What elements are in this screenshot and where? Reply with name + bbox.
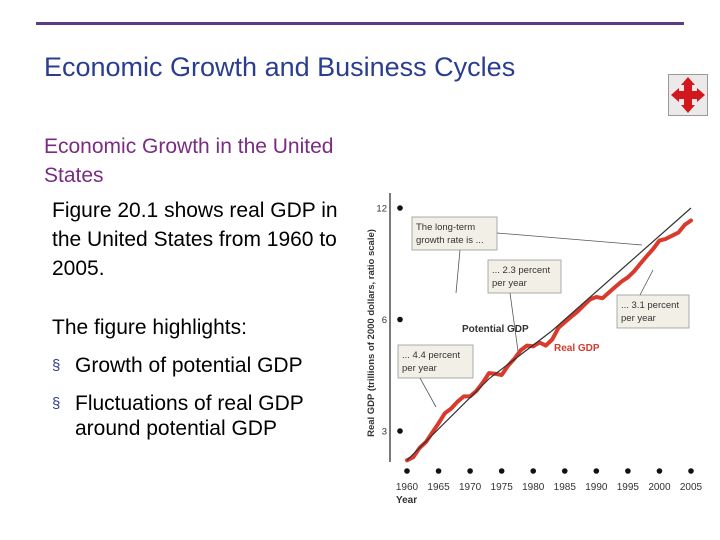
x-tick-dot	[593, 468, 600, 474]
x-tick-dot	[467, 468, 473, 474]
x-tick-label: 1995	[617, 482, 640, 493]
slide-title: Economic Growth and Business Cycles	[44, 52, 516, 82]
x-tick-label: 1970	[459, 482, 482, 493]
x-tick-dot	[688, 468, 694, 474]
callout-long-term: The long-term growth rate is ...	[411, 216, 498, 251]
callout-long-term-line1: The long-term	[416, 222, 475, 233]
title-rule	[36, 22, 684, 25]
bullet-text: Growth of potential GDP	[75, 354, 303, 377]
bullet-item: § Growth of potential GDP	[52, 353, 352, 378]
callout-2-3-percent: ... 2.3 percent per year	[487, 259, 562, 294]
bullet-square-icon: §	[52, 357, 61, 374]
subheading: Economic Growth in the United States	[44, 135, 334, 187]
callout-2-3-line1: ... 2.3 percent	[492, 265, 550, 276]
x-tick-label: 1965	[427, 482, 450, 493]
x-tick-dot	[498, 468, 505, 474]
x-tick-dot	[435, 468, 442, 474]
highlights-intro: The figure highlights:	[52, 316, 247, 339]
series-label-potential-gdp: Potential GDP	[462, 324, 529, 335]
potential-gdp-line	[406, 207, 692, 461]
figure-description: Figure 20.1 shows real GDP in the United…	[52, 199, 338, 280]
y-tick-dot	[397, 205, 403, 211]
x-tick-dot	[404, 468, 410, 474]
bullet-square-icon: §	[52, 395, 61, 412]
callout-3-1-line1: ... 3.1 percent	[621, 300, 679, 311]
y-tick-label: 6	[382, 315, 387, 326]
x-tick-label: 2005	[680, 482, 703, 493]
y-tick-label: 3	[382, 427, 387, 438]
x-tick-dot	[656, 468, 663, 474]
callout-2-3-line2: per year	[492, 278, 527, 289]
gdp-chart: Real GDP (trillions of 2000 dollars, rat…	[366, 193, 703, 506]
x-tick-label: 1980	[522, 482, 545, 493]
callout-3-1-line2: per year	[621, 313, 656, 324]
y-tick-dot	[397, 428, 403, 434]
bullet-text: Fluctuations of real GDP around potentia…	[75, 392, 304, 440]
x-tick-label: 1990	[585, 482, 608, 493]
four-way-arrows-icon[interactable]	[668, 74, 708, 116]
x-tick-label: 1975	[491, 482, 514, 493]
x-axis-label: Year	[396, 495, 417, 506]
x-tick-label: 1985	[554, 482, 577, 493]
x-tick-label: 1960	[396, 482, 419, 493]
callout-4-4-percent: ... 4.4 percent per year	[397, 344, 474, 379]
y-tick-dot	[397, 316, 403, 323]
x-tick-dot	[561, 468, 568, 474]
bullet-item: § Fluctuations of real GDP around potent…	[52, 391, 352, 441]
x-tick-label: 2000	[648, 482, 671, 493]
callout-4-4-line2: per year	[402, 363, 437, 374]
y-tick-label: 12	[376, 204, 387, 215]
x-tick-dot	[625, 468, 631, 474]
series-label-real-gdp: Real GDP	[554, 343, 600, 354]
callout-4-4-line1: ... 4.4 percent	[402, 350, 460, 361]
real-gdp-line	[405, 218, 693, 463]
callout-3-1-percent: ... 3.1 percent per year	[616, 294, 690, 329]
y-axis-label: Real GDP (trillions of 2000 dollars, rat…	[366, 229, 377, 437]
x-tick-dot	[530, 468, 537, 474]
callout-long-term-line2: growth rate is ...	[416, 235, 484, 246]
